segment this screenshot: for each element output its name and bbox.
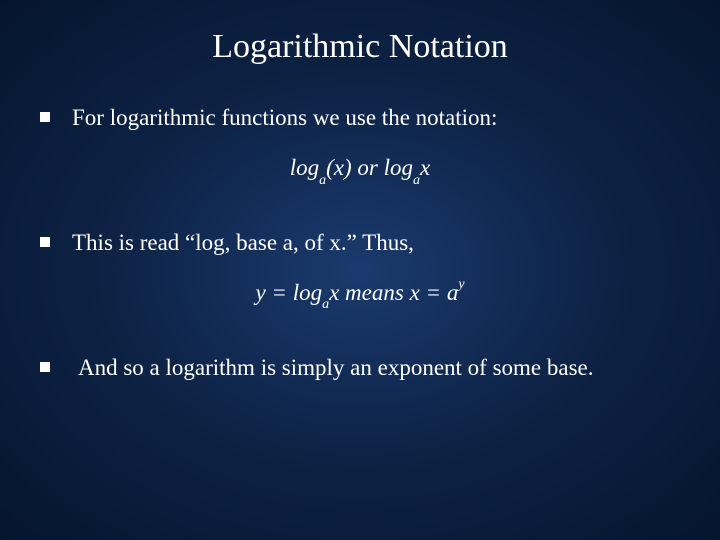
bullet-text-1: For logarithmic functions we use the not… [72, 102, 497, 133]
formula1-log1: log [290, 155, 319, 180]
bullet-item-3: And so a logarithm is simply an exponent… [40, 352, 680, 383]
formula2-sup: y [458, 277, 464, 292]
bullet-marker [40, 112, 50, 122]
formula2-log: log [293, 280, 322, 305]
formula2-eq1: = [266, 280, 293, 305]
formula1-sub2: a [413, 173, 420, 188]
formula-2: y = logax means x = ay [40, 278, 680, 312]
slide-title: Logarithmic Notation [40, 28, 680, 66]
formula1-arg2: x [420, 155, 430, 180]
formula-1: loga(x) or logax [40, 153, 680, 187]
formula1-sub1: a [319, 173, 326, 188]
formula2-eq2: = [420, 280, 447, 305]
formula1-or: or [352, 155, 384, 180]
bullet-text-2: This is read “log, base a, of x.” Thus, [72, 227, 414, 258]
formula2-sub: a [322, 297, 329, 312]
bullet-text-3: And so a logarithm is simply an exponent… [72, 352, 594, 383]
bullet-item-2: This is read “log, base a, of x.” Thus, [40, 227, 680, 258]
bullet-marker [40, 362, 50, 372]
formula2-a: a [447, 280, 459, 305]
formula2-means: means [339, 280, 409, 305]
formula2-x: x [329, 280, 339, 305]
bullet-item-1: For logarithmic functions we use the not… [40, 102, 680, 133]
formula1-arg1: (x) [326, 155, 352, 180]
bullet-marker [40, 237, 50, 247]
formula2-y: y [255, 280, 265, 305]
formula1-log2: log [384, 155, 413, 180]
formula2-x2: x [410, 280, 420, 305]
